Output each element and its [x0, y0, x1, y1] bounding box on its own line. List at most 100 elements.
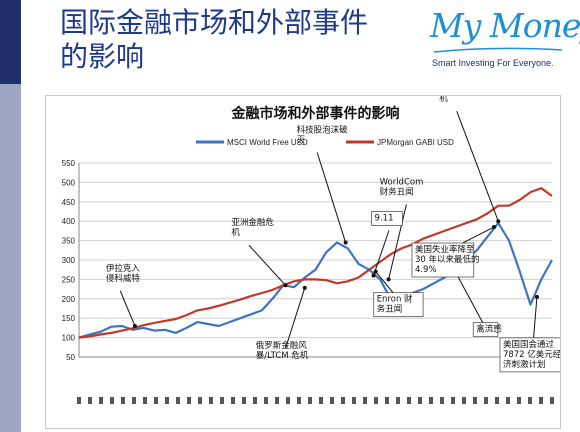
- x-tick-mark-25: [352, 397, 356, 404]
- x-tick-mark-18: [275, 397, 279, 404]
- annotation-label-8-0: 禽流感: [476, 324, 502, 335]
- annotation-arrow-2: [388, 204, 407, 280]
- y-tick-label-350: 350: [62, 237, 76, 246]
- annotation-label-3-1: 机: [439, 96, 448, 104]
- annotation-box-9: [411, 242, 475, 278]
- x-tick-mark-26: [363, 397, 367, 404]
- x-tick-mark-31: [418, 397, 422, 404]
- annotation-arrow-1: [316, 152, 347, 243]
- x-tick-mark-34: [451, 397, 455, 404]
- annotation-arrowhead-5: [371, 273, 376, 278]
- x-tick-mark-35: [462, 397, 466, 404]
- annotation-arrowhead-9: [491, 225, 496, 230]
- x-tick-mark-9: [176, 397, 180, 404]
- annotation-label-6-1: 暴/LTCM 危机: [256, 350, 309, 361]
- x-tick-mark-0: [77, 397, 81, 404]
- y-tick-label-450: 450: [62, 198, 76, 207]
- x-tick-mark-43: [550, 397, 554, 404]
- annotation-arrow-4: [248, 244, 286, 286]
- annotation-label-2-0: WorldCom: [380, 177, 424, 187]
- x-tick-mark-32: [429, 397, 433, 404]
- x-tick-mark-30: [407, 397, 411, 404]
- slide-title: 国际金融市场和外部事件 的影响: [60, 6, 400, 74]
- annotation-arrow-0: [119, 290, 136, 327]
- line-chart: 金融市场和外部事件的影响 MSCI World Free USD JPMorgan …: [62, 96, 560, 404]
- annotation-arrow-6: [285, 287, 306, 349]
- x-tick-mark-16: [253, 397, 257, 404]
- x-tick-mark-14: [231, 397, 235, 404]
- annotation-label-10-2: 济刺激计划: [503, 359, 546, 370]
- annotation-arrow-8: [454, 271, 488, 332]
- annotation-label-4-1: 机: [231, 227, 240, 238]
- left-decorative-band: [0, 0, 21, 432]
- annotation-label-9-0: 美国失业率降至: [415, 244, 475, 255]
- annotation-arrowhead-6: [302, 285, 307, 290]
- annotation-arrowhead-1: [343, 240, 348, 245]
- annotation-label-6-0: 俄罗斯金融风: [256, 340, 308, 351]
- x-tick-mark-11: [198, 397, 202, 404]
- x-tick-mark-39: [506, 397, 510, 404]
- x-tick-mark-2: [99, 397, 103, 404]
- annotation-label-2-1: 财务丑闻: [380, 186, 414, 197]
- x-tick-mark-6: [143, 397, 147, 404]
- annotation-label-4-0: 亚洲金融危: [231, 217, 274, 228]
- x-tick-mark-1: [88, 397, 92, 404]
- legend-label-0: MSCI World Free USD: [227, 138, 308, 147]
- x-tick-mark-41: [528, 397, 532, 404]
- left-decorative-band-top: [0, 0, 21, 84]
- x-tick-mark-5: [132, 397, 136, 404]
- series-line-1: [78, 187, 553, 339]
- annotation-arrowhead-3: [496, 219, 501, 224]
- slide-title-line2: 的影响: [60, 40, 145, 73]
- annotation-label-10-1: 7872 亿美元经: [503, 349, 560, 360]
- y-tick-label-50: 50: [66, 353, 75, 362]
- annotation-arrowhead-2: [386, 277, 391, 282]
- y-tick-label-200: 200: [62, 295, 76, 304]
- x-tick-mark-37: [484, 397, 488, 404]
- x-tick-mark-33: [440, 397, 444, 404]
- annotation-label-7-1: 务丑闻: [377, 304, 403, 315]
- x-tick-mark-12: [209, 397, 213, 404]
- y-tick-label-250: 250: [62, 275, 76, 284]
- x-tick-mark-24: [341, 397, 345, 404]
- annotation-label-9-2: 4.9%: [415, 265, 437, 275]
- chart-title: 金融市场和外部事件的影响: [231, 105, 400, 122]
- y-tick-label-150: 150: [62, 314, 76, 323]
- x-tick-mark-7: [154, 397, 158, 404]
- x-tick-mark-36: [473, 397, 477, 404]
- x-tick-mark-4: [121, 397, 125, 404]
- logo-brand-text: My Money: [430, 6, 580, 45]
- annotation-label-10-0: 美国国会通过: [503, 339, 555, 350]
- x-tick-mark-15: [242, 397, 246, 404]
- legend-label-1: JPMorgan GABI USD: [377, 138, 454, 147]
- annotation-arrowhead-4: [283, 283, 288, 288]
- y-tick-label-100: 100: [62, 334, 76, 343]
- x-tick-mark-38: [495, 397, 499, 404]
- y-tick-label-500: 500: [62, 178, 76, 187]
- annotation-box-8: [472, 322, 499, 338]
- annotation-label-5-0: 9.11: [375, 214, 394, 224]
- annotation-box-7: [373, 292, 424, 318]
- x-tick-mark-29: [396, 397, 400, 404]
- annotation-arrowhead-10: [534, 294, 539, 299]
- x-tick-mark-27: [374, 397, 378, 404]
- x-tick-mark-10: [187, 397, 191, 404]
- x-tick-mark-22: [319, 397, 323, 404]
- y-tick-label-400: 400: [62, 217, 76, 226]
- x-tick-mark-28: [385, 397, 389, 404]
- annotation-arrow-5: [373, 230, 390, 276]
- chart-container: 金融市场和外部事件的影响 MSCI World Free USD JPMorgan …: [45, 95, 561, 429]
- x-tick-mark-19: [286, 397, 290, 404]
- annotation-arrowhead-0: [132, 323, 137, 328]
- x-tick-mark-17: [264, 397, 268, 404]
- annotation-label-7-0: Enron 财: [377, 294, 413, 305]
- brand-logo: My Money Smart Investing For Everyone.: [424, 6, 580, 76]
- x-tick-mark-21: [308, 397, 312, 404]
- annotation-box-5: [371, 211, 403, 226]
- annotation-arrowhead-7: [373, 269, 378, 274]
- x-tick-mark-23: [330, 397, 334, 404]
- x-tick-mark-8: [165, 397, 169, 404]
- annotation-label-0-0: 伊拉克入: [106, 263, 141, 274]
- x-tick-mark-40: [517, 397, 521, 404]
- annotation-label-1-1: 灭: [297, 136, 306, 146]
